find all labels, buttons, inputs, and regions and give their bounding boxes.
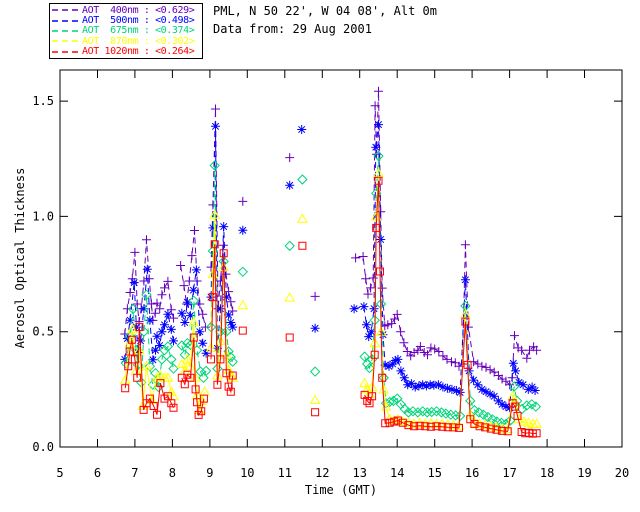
x-tick-label: 14 bbox=[390, 466, 404, 480]
x-tick-label: 11 bbox=[278, 466, 292, 480]
y-tick-label: 1.5 bbox=[32, 94, 54, 108]
x-tick-label: 10 bbox=[240, 466, 254, 480]
legend-item-aot-870nm: AOT 870nm : <0.302> bbox=[50, 35, 202, 47]
x-tick-label: 13 bbox=[352, 466, 366, 480]
chart-content: 5 6 7 8 9 10 11 12 13 14 15 16 17 18 19 20 0.0 0.5 1.0 1.5 bbox=[32, 69, 629, 480]
legend-line-sample bbox=[52, 40, 79, 43]
y-tick-label: 0.0 bbox=[32, 440, 54, 454]
legend-item-aot-1020nm: AOT 1020nm : <0.264> bbox=[50, 46, 202, 58]
legend-label: AOT 870nm : <0.302> bbox=[82, 35, 195, 47]
station-info: PML, N 50 22', W 04 08', Alt 0m bbox=[213, 4, 437, 18]
plot-header: PML, N 50 22', W 04 08', Alt 0m Data fro… bbox=[213, 5, 437, 36]
x-tick-label: 5 bbox=[56, 466, 63, 480]
legend-label: AOT 675nm : <0.374> bbox=[82, 25, 195, 37]
x-tick-label: 18 bbox=[540, 466, 554, 480]
series-aot-1020nm bbox=[121, 176, 541, 438]
x-tick-label: 15 bbox=[427, 466, 441, 480]
legend-line-sample bbox=[52, 19, 79, 22]
x-tick-label: 7 bbox=[131, 466, 138, 480]
x-tick-label: 6 bbox=[94, 466, 101, 480]
x-tick-label: 17 bbox=[502, 466, 516, 480]
plot-frame bbox=[59, 69, 623, 448]
legend-line-sample bbox=[52, 51, 79, 53]
data-date: Data from: 29 Aug 2001 bbox=[213, 22, 372, 36]
legend-line-sample bbox=[52, 9, 79, 11]
legend-label: AOT 400nm : <0.629> bbox=[82, 4, 195, 16]
x-tick-label: 9 bbox=[206, 466, 213, 480]
y-axis-title: Aerosol Optical Thickness bbox=[13, 168, 27, 349]
legend-line-sample bbox=[52, 30, 79, 32]
legend-item-aot-675nm: AOT 675nm : <0.374> bbox=[50, 25, 202, 37]
y-tick-label: 1.0 bbox=[32, 209, 54, 223]
x-tick-label: 12 bbox=[315, 466, 329, 480]
x-axis-title: Time (GMT) bbox=[305, 483, 377, 497]
x-tick-label: 20 bbox=[615, 466, 629, 480]
x-tick-label: 16 bbox=[465, 466, 479, 480]
x-tick-label: 19 bbox=[577, 466, 591, 480]
x-tick-label: 8 bbox=[169, 466, 176, 480]
series-aot-870nm bbox=[119, 167, 542, 433]
legend-label: AOT 1020nm : <0.264> bbox=[82, 46, 195, 58]
legend-box: AOT 400nm : <0.629> AOT 500nm : <0.498> … bbox=[49, 3, 203, 59]
legend-item-aot-500nm: AOT 500nm : <0.498> bbox=[50, 15, 202, 27]
y-tick-label: 0.5 bbox=[32, 325, 54, 339]
legend-label: AOT 500nm : <0.498> bbox=[82, 15, 195, 27]
legend-item-aot-400nm: AOT 400nm : <0.629> bbox=[50, 4, 202, 16]
